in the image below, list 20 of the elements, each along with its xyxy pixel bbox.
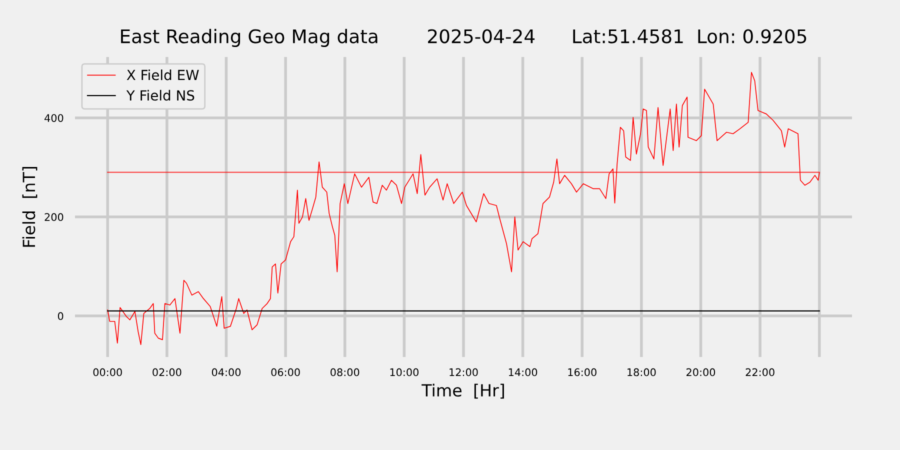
x-tick-label: 18:00 [628,368,656,376]
x-tick-label: 06:00 [271,368,300,376]
x-tick-label: 08:00 [330,368,360,376]
x-tick-label: 16:00 [568,368,596,376]
x-tick-label: 10:00 [390,368,419,376]
y-tick-label: 200 [44,213,64,222]
y-axis-title: Field [nT] [22,167,38,247]
x-tick-label: 14:00 [508,368,538,376]
x-tick-label: 20:00 [686,368,716,376]
x-tick-label: 00:00 [93,368,122,376]
legend-label: X Field EW [126,70,199,80]
y-tick-label: 0 [58,312,64,320]
x-tick-label: 04:00 [212,368,241,376]
x-tick-label: 22:00 [746,368,774,376]
x-axis-title: Time [Hr] [422,384,504,399]
legend-label: Y Field NS [126,90,194,101]
y-tick-label: 400 [44,114,64,122]
x-tick-label: 02:00 [152,368,182,376]
x-tick-label: 12:00 [450,368,478,376]
chart-title: East Reading Geo Mag data 2025-04-24 Lat:51.4581 Lon: 0.9205 [121,28,806,48]
